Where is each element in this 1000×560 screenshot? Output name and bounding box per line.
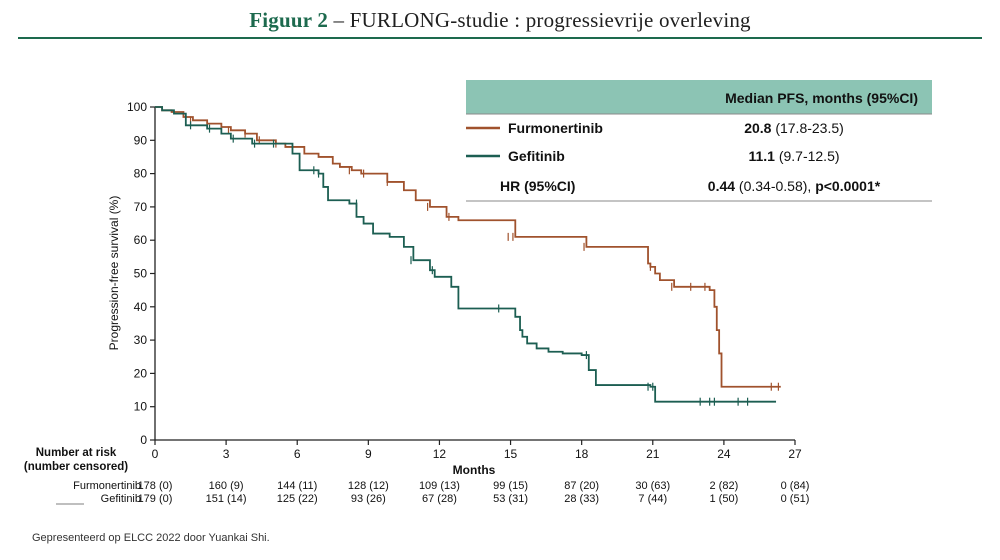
x-axis-label: Months xyxy=(453,463,496,477)
hr-value-ci: (0.34-0.58), xyxy=(735,178,815,194)
furmonertinib-median-ci: (17.8-23.5) xyxy=(771,120,843,136)
y-tick-label: 0 xyxy=(140,433,147,447)
x-tick-label: 0 xyxy=(152,447,159,461)
risk-table-subtitle: (number censored) xyxy=(24,461,128,473)
furmonertinib-legend-label: Furmonertinib xyxy=(508,120,603,136)
figure-header: Figuur 2 – FURLONG-studie : progressievr… xyxy=(0,0,1000,38)
figure-title: Figuur 2 – FURLONG-studie : progressievr… xyxy=(18,8,982,33)
hr-value: 0.44 (0.34-0.58), p<0.0001* xyxy=(708,178,881,194)
risk-value-furmonertinib: 160 (9) xyxy=(209,480,244,492)
series-layer xyxy=(155,106,781,406)
x-tick-label: 12 xyxy=(433,447,447,461)
risk-value-furmonertinib: 99 (15) xyxy=(493,480,528,492)
y-tick-label: 60 xyxy=(134,233,148,247)
x-ticks: 0 3 6 9 12 15 18 21 24 27 xyxy=(152,440,802,461)
x-tick-label: 27 xyxy=(788,447,802,461)
risk-values: 178 (0) 160 (9) 144 (11) 128 (12) 109 (13) 99… xyxy=(138,480,810,505)
y-tick-label: 40 xyxy=(134,300,148,314)
y-tick-label: 80 xyxy=(134,167,148,181)
gefitinib-legend-label: Gefitinib xyxy=(508,148,565,164)
gefitinib-km-curve xyxy=(155,106,777,403)
y-tick-label: 90 xyxy=(134,133,148,147)
x-tick-label: 24 xyxy=(717,447,731,461)
risk-value-gefitinib: 7 (44) xyxy=(638,493,667,505)
risk-table-title: Number at risk xyxy=(36,447,117,459)
header-rule xyxy=(18,37,982,39)
y-tick-label: 10 xyxy=(134,400,148,414)
risk-value-furmonertinib: 0 (84) xyxy=(781,480,810,492)
furmonertinib-median: 20.8 (17.8-23.5) xyxy=(744,120,844,136)
y-tick-label: 70 xyxy=(134,200,148,214)
risk-value-furmonertinib: 30 (63) xyxy=(635,480,670,492)
risk-value-furmonertinib: 128 (12) xyxy=(348,480,389,492)
gefitinib-median-ci: (9.7-12.5) xyxy=(775,148,840,164)
risk-value-gefitinib: 28 (33) xyxy=(564,493,599,505)
furmonertinib-km-curve xyxy=(155,106,781,388)
risk-value-furmonertinib: 109 (13) xyxy=(419,480,460,492)
risk-value-furmonertinib: 2 (82) xyxy=(710,480,739,492)
x-tick-label: 3 xyxy=(223,447,230,461)
footer-caption: Gepresenteerd op ELCC 2022 door Yuankai … xyxy=(32,532,270,544)
table-header-bg xyxy=(466,80,932,114)
x-tick-label: 18 xyxy=(575,447,589,461)
y-ticks: 0 10 20 30 40 50 60 70 80 90 100 xyxy=(127,100,155,447)
figure-title-text: – FURLONG-studie : progressievrije overl… xyxy=(328,8,751,32)
risk-value-gefitinib: 179 (0) xyxy=(138,493,173,505)
risk-value-gefitinib: 125 (22) xyxy=(277,493,318,505)
hr-p-value: p<0.0001* xyxy=(815,178,881,194)
x-tick-label: 9 xyxy=(365,447,372,461)
risk-value-furmonertinib: 87 (20) xyxy=(564,480,599,492)
furmonertinib-median-value: 20.8 xyxy=(744,120,771,136)
risk-value-gefitinib: 67 (28) xyxy=(422,493,457,505)
hr-label: HR (95%CI) xyxy=(500,178,575,194)
risk-row-furmonertinib-name: Furmonertinib xyxy=(73,480,141,492)
y-tick-label: 100 xyxy=(127,100,147,114)
risk-value-gefitinib: 0 (51) xyxy=(781,493,810,505)
risk-value-gefitinib: 53 (31) xyxy=(493,493,528,505)
median-pfs-table: Median PFS, months (95%CI) Furmonertinib… xyxy=(466,80,932,202)
risk-value-gefitinib: 1 (50) xyxy=(710,493,739,505)
figure-label: Figuur 2 xyxy=(249,8,329,32)
risk-value-gefitinib: 151 (14) xyxy=(206,493,247,505)
table-header-text: Median PFS, months (95%CI) xyxy=(725,90,918,106)
gefitinib-median-value: 11.1 xyxy=(748,148,775,164)
risk-value-gefitinib: 93 (26) xyxy=(351,493,386,505)
x-tick-label: 15 xyxy=(504,447,518,461)
risk-value-furmonertinib: 144 (11) xyxy=(277,480,317,492)
y-tick-label: 20 xyxy=(134,366,148,380)
y-axis-label: Progression-free survival (%) xyxy=(107,196,121,351)
x-tick-label: 6 xyxy=(294,447,301,461)
risk-value-furmonertinib: 178 (0) xyxy=(138,480,173,492)
x-tick-label: 21 xyxy=(646,447,660,461)
hr-value-point: 0.44 xyxy=(708,178,735,194)
y-tick-label: 30 xyxy=(134,333,148,347)
y-tick-label: 50 xyxy=(134,267,148,281)
gefitinib-median: 11.1 (9.7-12.5) xyxy=(748,148,839,164)
risk-table: Number at risk (number censored) Furmone… xyxy=(24,447,809,505)
risk-row-gefitinib-name: Gefitinib xyxy=(101,493,141,505)
